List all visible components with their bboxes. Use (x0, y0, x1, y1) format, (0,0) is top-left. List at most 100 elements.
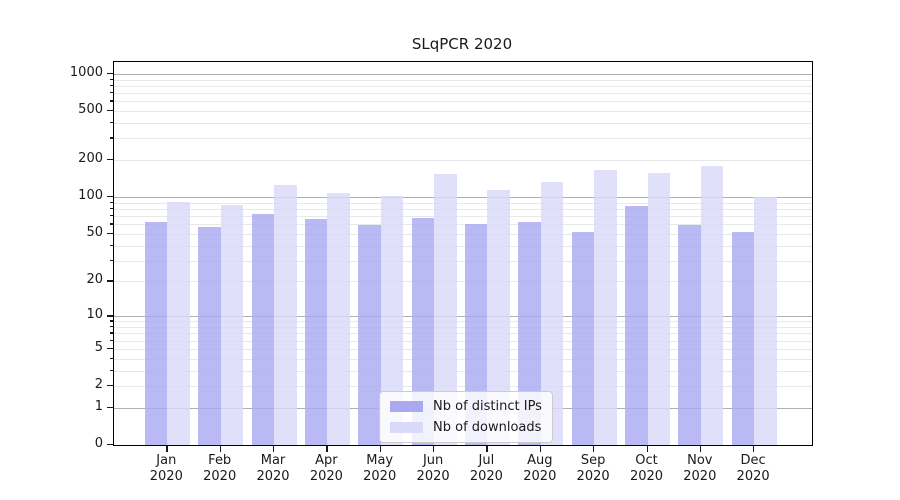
x-tick-mark-jan (166, 445, 168, 452)
y-tick-mark-500 (107, 110, 113, 112)
bar-downloads-may (380, 195, 404, 445)
gridline-minor-80 (114, 208, 812, 210)
x-tick-label-jul: Jul 2020 (469, 453, 503, 484)
chart-title: SLqPCR 2020 (411, 35, 513, 53)
x-tick-label-apr: Apr 2020 (309, 453, 343, 484)
y-tick-label-50: 50 (86, 224, 103, 240)
gridline-minor-7 (114, 333, 812, 335)
x-tick-label-aug: Aug 2020 (523, 453, 557, 484)
y-tick-mark-2 (107, 385, 113, 387)
gridline-minor-400 (114, 123, 812, 124)
plot-area: Nb of distinct IPs Nb of downloads (113, 61, 813, 446)
legend-item-distinct-ips: Nb of distinct IPs (390, 399, 542, 414)
bar-downloads-apr (327, 193, 350, 445)
gridline-minor-20 (114, 281, 812, 283)
bar-downloads-dec (754, 197, 777, 445)
gridline-minor-9 (114, 321, 812, 323)
gridline-minor-600 (114, 101, 812, 103)
bar-distinct-ips-sep (571, 231, 595, 445)
gridline-minor-800 (114, 85, 812, 87)
y-tick-label-5: 5 (94, 339, 103, 355)
x-tick-mark-may (379, 445, 382, 452)
gridline-minor-40 (114, 245, 812, 247)
bar-distinct-ips-jul (464, 224, 488, 445)
bar-downloads-aug (540, 181, 564, 445)
y-minor-tick-mark-7 (109, 332, 113, 334)
x-tick-label-dec: Dec 2020 (736, 453, 770, 484)
gridline-minor-8 (114, 327, 812, 328)
x-tick-mark-feb (219, 445, 222, 452)
y-minor-tick-mark-400 (109, 122, 113, 124)
legend-item-downloads: Nb of downloads (390, 420, 542, 435)
bar-distinct-ips-dec (731, 231, 755, 445)
x-tick-mark-aug (539, 445, 542, 452)
bar-distinct-ips-jan (144, 221, 168, 445)
bar-distinct-ips-jun (411, 217, 435, 445)
bar-downloads-nov (700, 165, 724, 445)
y-tick-mark-20 (107, 280, 113, 282)
legend-swatch-distinct-ips (390, 401, 423, 412)
y-tick-mark-100 (107, 196, 113, 198)
bar-downloads-oct (647, 173, 670, 445)
bar-distinct-ips-oct (625, 206, 648, 445)
y-minor-tick-mark-600 (109, 100, 113, 102)
y-minor-tick-mark-90 (109, 201, 113, 204)
y-tick-label-2: 2 (94, 377, 103, 392)
y-tick-mark-1 (107, 406, 113, 409)
y-tick-mark-10 (107, 315, 113, 317)
y-minor-tick-mark-6 (109, 339, 113, 341)
y-minor-tick-mark-40 (109, 244, 113, 246)
gridline-minor-50 (114, 233, 812, 235)
y-tick-mark-5 (107, 347, 113, 350)
bar-downloads-sep (594, 169, 617, 445)
gridline-minor-900 (114, 79, 812, 81)
x-tick-mark-sep (593, 445, 595, 452)
y-minor-tick-mark-70 (109, 215, 113, 217)
bar-downloads-jan (167, 201, 190, 445)
bar-distinct-ips-feb (198, 226, 221, 445)
x-tick-label-may: May 2020 (363, 453, 397, 484)
bar-distinct-ips-nov (678, 225, 701, 445)
legend-label-distinct-ips: Nb of distinct IPs (433, 399, 542, 414)
gridline-minor-70 (114, 216, 812, 217)
bar-distinct-ips-mar (251, 213, 274, 445)
gridline-minor-200 (114, 160, 812, 162)
x-tick-mark-jul (486, 445, 488, 452)
y-minor-tick-mark-900 (109, 78, 113, 80)
gridline-minor-60 (114, 224, 812, 226)
x-tick-label-feb: Feb 2020 (203, 453, 237, 484)
x-tick-mark-dec (753, 445, 755, 452)
bar-downloads-jul (487, 189, 510, 445)
y-tick-label-20: 20 (86, 272, 103, 288)
legend: Nb of distinct IPs Nb of downloads (379, 391, 553, 443)
bar-downloads-feb (220, 204, 244, 445)
y-tick-mark-1000 (107, 72, 113, 75)
y-tick-label-200: 200 (78, 151, 103, 167)
y-tick-label-0: 0 (94, 436, 103, 451)
bar-distinct-ips-aug (518, 222, 541, 445)
x-tick-mark-jun (433, 445, 435, 452)
gridline-minor-30 (114, 260, 812, 262)
x-tick-mark-oct (646, 445, 648, 452)
bar-downloads-jun (434, 173, 457, 445)
gridline-minor-5 (114, 348, 812, 350)
legend-swatch-downloads (390, 422, 423, 433)
y-minor-tick-mark-8 (109, 326, 113, 328)
y-minor-tick-mark-700 (109, 92, 113, 94)
y-tick-label-1: 1 (94, 398, 103, 414)
x-tick-label-nov: Nov 2020 (683, 453, 717, 484)
y-tick-label-500: 500 (78, 102, 103, 117)
x-tick-mark-nov (699, 445, 702, 452)
gridline-minor-2 (114, 386, 812, 387)
y-minor-tick-mark-80 (109, 207, 113, 210)
y-minor-tick-mark-60 (109, 223, 113, 225)
gridline-minor-4 (114, 358, 812, 360)
gridline-minor-6 (114, 340, 812, 342)
y-minor-tick-mark-9 (109, 320, 113, 322)
y-tick-label-10: 10 (86, 307, 103, 323)
gridline-minor-300 (114, 138, 812, 140)
y-tick-mark-0 (107, 444, 113, 446)
y-tick-label-100: 100 (78, 188, 103, 204)
gridline-major-100 (114, 197, 812, 199)
